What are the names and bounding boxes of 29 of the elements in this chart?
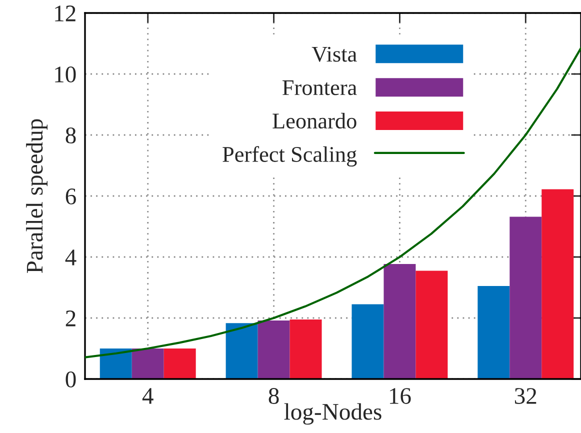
bar [416, 270, 448, 379]
y-tick-label: 6 [66, 188, 76, 204]
bar [132, 348, 164, 379]
bar [542, 189, 574, 379]
legend-label: Leonardo [272, 112, 356, 129]
bar [258, 320, 290, 379]
bar [384, 264, 416, 379]
y-axis-title: Parallel speedup [26, 119, 48, 274]
x-tick-label: 4 [142, 388, 154, 404]
y-tick-label: 4 [65, 250, 76, 266]
bar [290, 320, 322, 379]
y-tick-label: 10 [55, 66, 76, 82]
legend-label: Perfect Scaling [222, 146, 357, 167]
y-tick-label: 12 [55, 6, 76, 22]
x-axis-title: log-Nodes [284, 403, 382, 425]
bar [226, 323, 258, 379]
x-tick-label: 8 [268, 388, 279, 404]
legend-label: Vista [312, 46, 357, 62]
bar [352, 304, 384, 379]
bar [510, 216, 542, 379]
y-tick-label: 8 [66, 127, 76, 144]
y-tick-label: 0 [66, 371, 76, 388]
x-tick-label: 32 [514, 388, 536, 404]
x-tick-label: 16 [390, 388, 411, 404]
legend-label: Frontera [282, 80, 357, 96]
bar [164, 348, 196, 379]
bar [478, 286, 510, 379]
y-tick-label: 2 [66, 310, 76, 326]
bar [100, 348, 132, 379]
